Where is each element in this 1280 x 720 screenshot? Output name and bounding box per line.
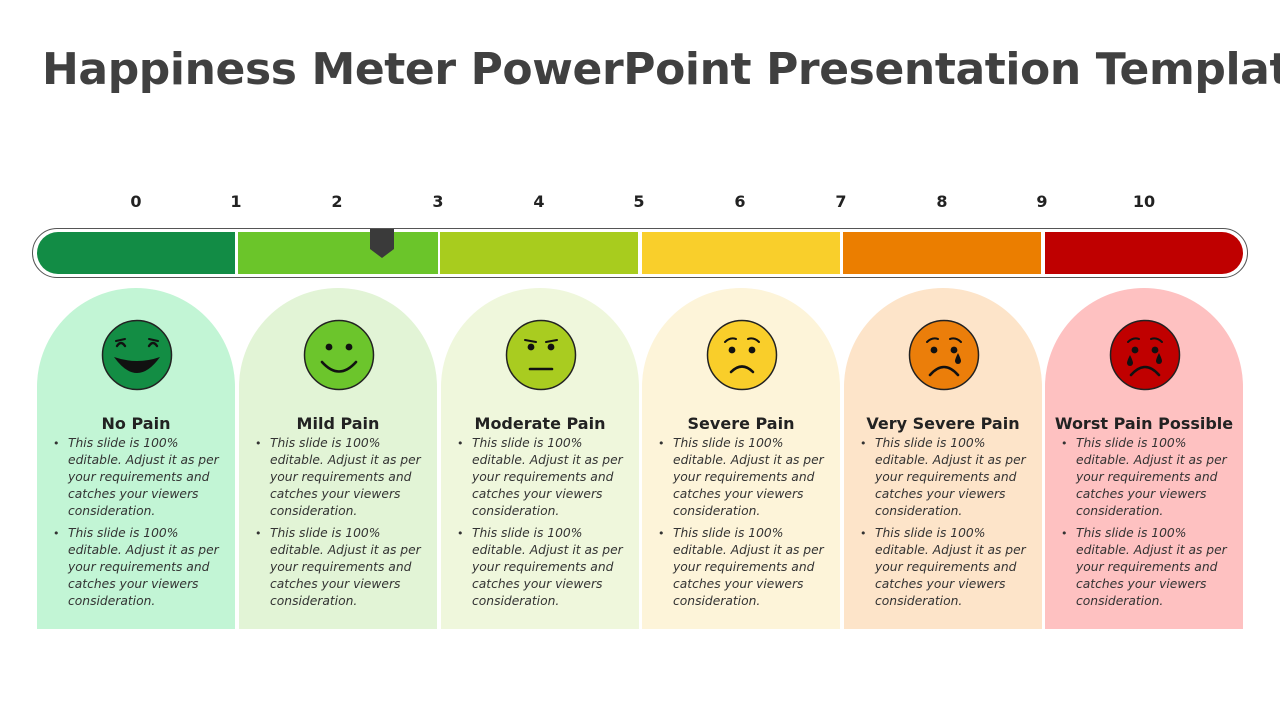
card-bullet: This slide is 100% editable. Adjust it a… xyxy=(656,435,840,520)
card-bullet-list: This slide is 100% editable. Adjust it a… xyxy=(858,435,1042,615)
scale-label-0: 0 xyxy=(130,192,142,211)
pain-level-card: Severe Pain This slide is 100% editable. … xyxy=(642,288,840,629)
card-bullet-list: This slide is 100% editable. Adjust it a… xyxy=(656,435,840,615)
card-bullet: This slide is 100% editable. Adjust it a… xyxy=(253,525,437,610)
scale-label-2: 2 xyxy=(331,192,343,211)
card-bullet: This slide is 100% editable. Adjust it a… xyxy=(253,435,437,520)
card-bullet: This slide is 100% editable. Adjust it a… xyxy=(455,435,639,520)
card-title: Very Severe Pain xyxy=(866,414,1020,433)
card-bullet-list: This slide is 100% editable. Adjust it a… xyxy=(51,435,235,615)
card-title: Mild Pain xyxy=(296,414,380,433)
pain-level-card: Worst Pain Possible This slide is 100% ed… xyxy=(1045,288,1243,629)
crying-face-icon xyxy=(908,319,980,391)
scale-label-7: 7 xyxy=(835,192,847,211)
card-bullet-list: This slide is 100% editable. Adjust it a… xyxy=(1059,435,1243,615)
card-bullet: This slide is 100% editable. Adjust it a… xyxy=(51,525,235,610)
card-bullet: This slide is 100% editable. Adjust it a… xyxy=(858,435,1042,520)
neutral-face-icon xyxy=(505,319,577,391)
meter-segment-5 xyxy=(843,232,1041,274)
meter-segment-2 xyxy=(238,232,438,274)
card-title: Worst Pain Possible xyxy=(1054,414,1234,433)
scale-label-3: 3 xyxy=(432,192,444,211)
pain-level-card: Mild Pain This slide is 100% editable. Ad… xyxy=(239,288,437,629)
page-title: Happiness Meter PowerPoint Presentation … xyxy=(42,44,1280,95)
pain-level-card: Moderate Pain This slide is 100% editable… xyxy=(441,288,639,629)
card-bullet-list: This slide is 100% editable. Adjust it a… xyxy=(455,435,639,615)
meter-segment-4 xyxy=(642,232,840,274)
card-title: Moderate Pain xyxy=(474,414,606,433)
meter-segment-6 xyxy=(1045,232,1243,274)
card-bullet: This slide is 100% editable. Adjust it a… xyxy=(858,525,1042,610)
smiling-face-icon xyxy=(303,319,375,391)
card-bullet: This slide is 100% editable. Adjust it a… xyxy=(1059,435,1243,520)
scale-label-4: 4 xyxy=(533,192,545,211)
scale-label-1: 1 xyxy=(230,192,242,211)
meter-pointer-icon xyxy=(370,229,395,258)
pain-level-card: Very Severe Pain This slide is 100% edita… xyxy=(844,288,1042,629)
worried-face-icon xyxy=(706,319,778,391)
card-bullet: This slide is 100% editable. Adjust it a… xyxy=(1059,525,1243,610)
card-title: No Pain xyxy=(101,414,171,433)
card-bullet: This slide is 100% editable. Adjust it a… xyxy=(51,435,235,520)
pain-level-card: No Pain This slide is 100% editable. Adju… xyxy=(37,288,235,629)
laughing-face-icon xyxy=(101,319,173,391)
card-bullet: This slide is 100% editable. Adjust it a… xyxy=(656,525,840,610)
card-title: Severe Pain xyxy=(687,414,795,433)
scale-label-10: 10 xyxy=(1132,192,1156,211)
scale-label-8: 8 xyxy=(936,192,948,211)
scale-label-6: 6 xyxy=(734,192,746,211)
meter-segment-3 xyxy=(440,232,638,274)
card-bullet-list: This slide is 100% editable. Adjust it a… xyxy=(253,435,437,615)
meter-segment-1 xyxy=(37,232,235,274)
scale-label-9: 9 xyxy=(1036,192,1048,211)
sobbing-face-icon xyxy=(1109,319,1181,391)
scale-label-5: 5 xyxy=(633,192,645,211)
card-bullet: This slide is 100% editable. Adjust it a… xyxy=(455,525,639,610)
